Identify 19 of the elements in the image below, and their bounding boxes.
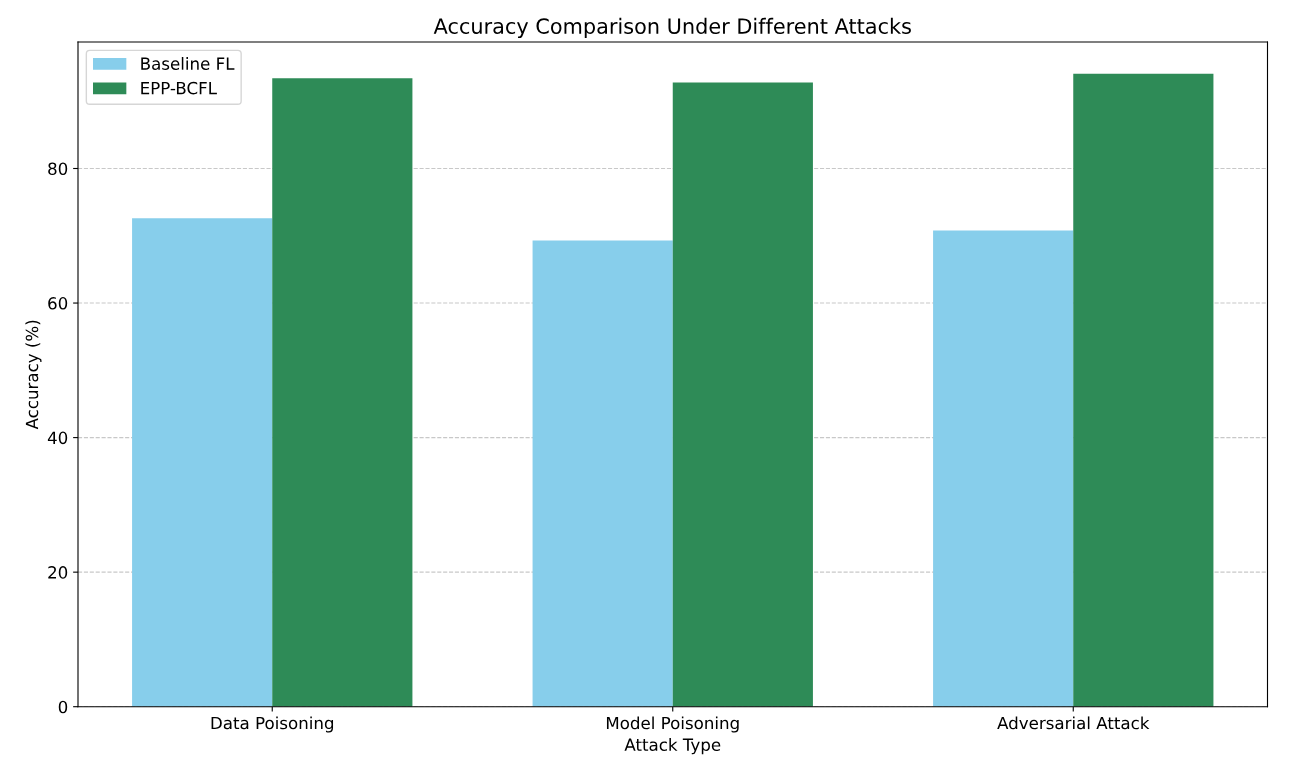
y-tick-label: 60 [48,297,68,310]
y-tick-label: 0 [58,700,68,714]
legend-label: Baseline FL [141,57,235,70]
x-axis-title: Attack Type [624,738,721,755]
x-tick-label: Model Poisoning [606,716,739,733]
chart-title: Accuracy Comparison Under Different Attacks [433,17,911,39]
x-tick-label: Adversarial Attack [997,716,1150,730]
legend-label: EPP-BCFL [141,81,217,95]
bar [272,78,413,707]
y-tick-label: 80 [48,162,68,176]
y-axis-title: Accuracy (%) [25,320,42,430]
bar [132,218,273,707]
bar [532,240,673,707]
y-tick-label: 40 [47,431,68,445]
y-tick-label: 20 [48,566,68,579]
x-tick-label: Data Poisoning [211,716,334,733]
bar [1073,73,1214,707]
bar [672,82,813,707]
bar [933,230,1074,707]
